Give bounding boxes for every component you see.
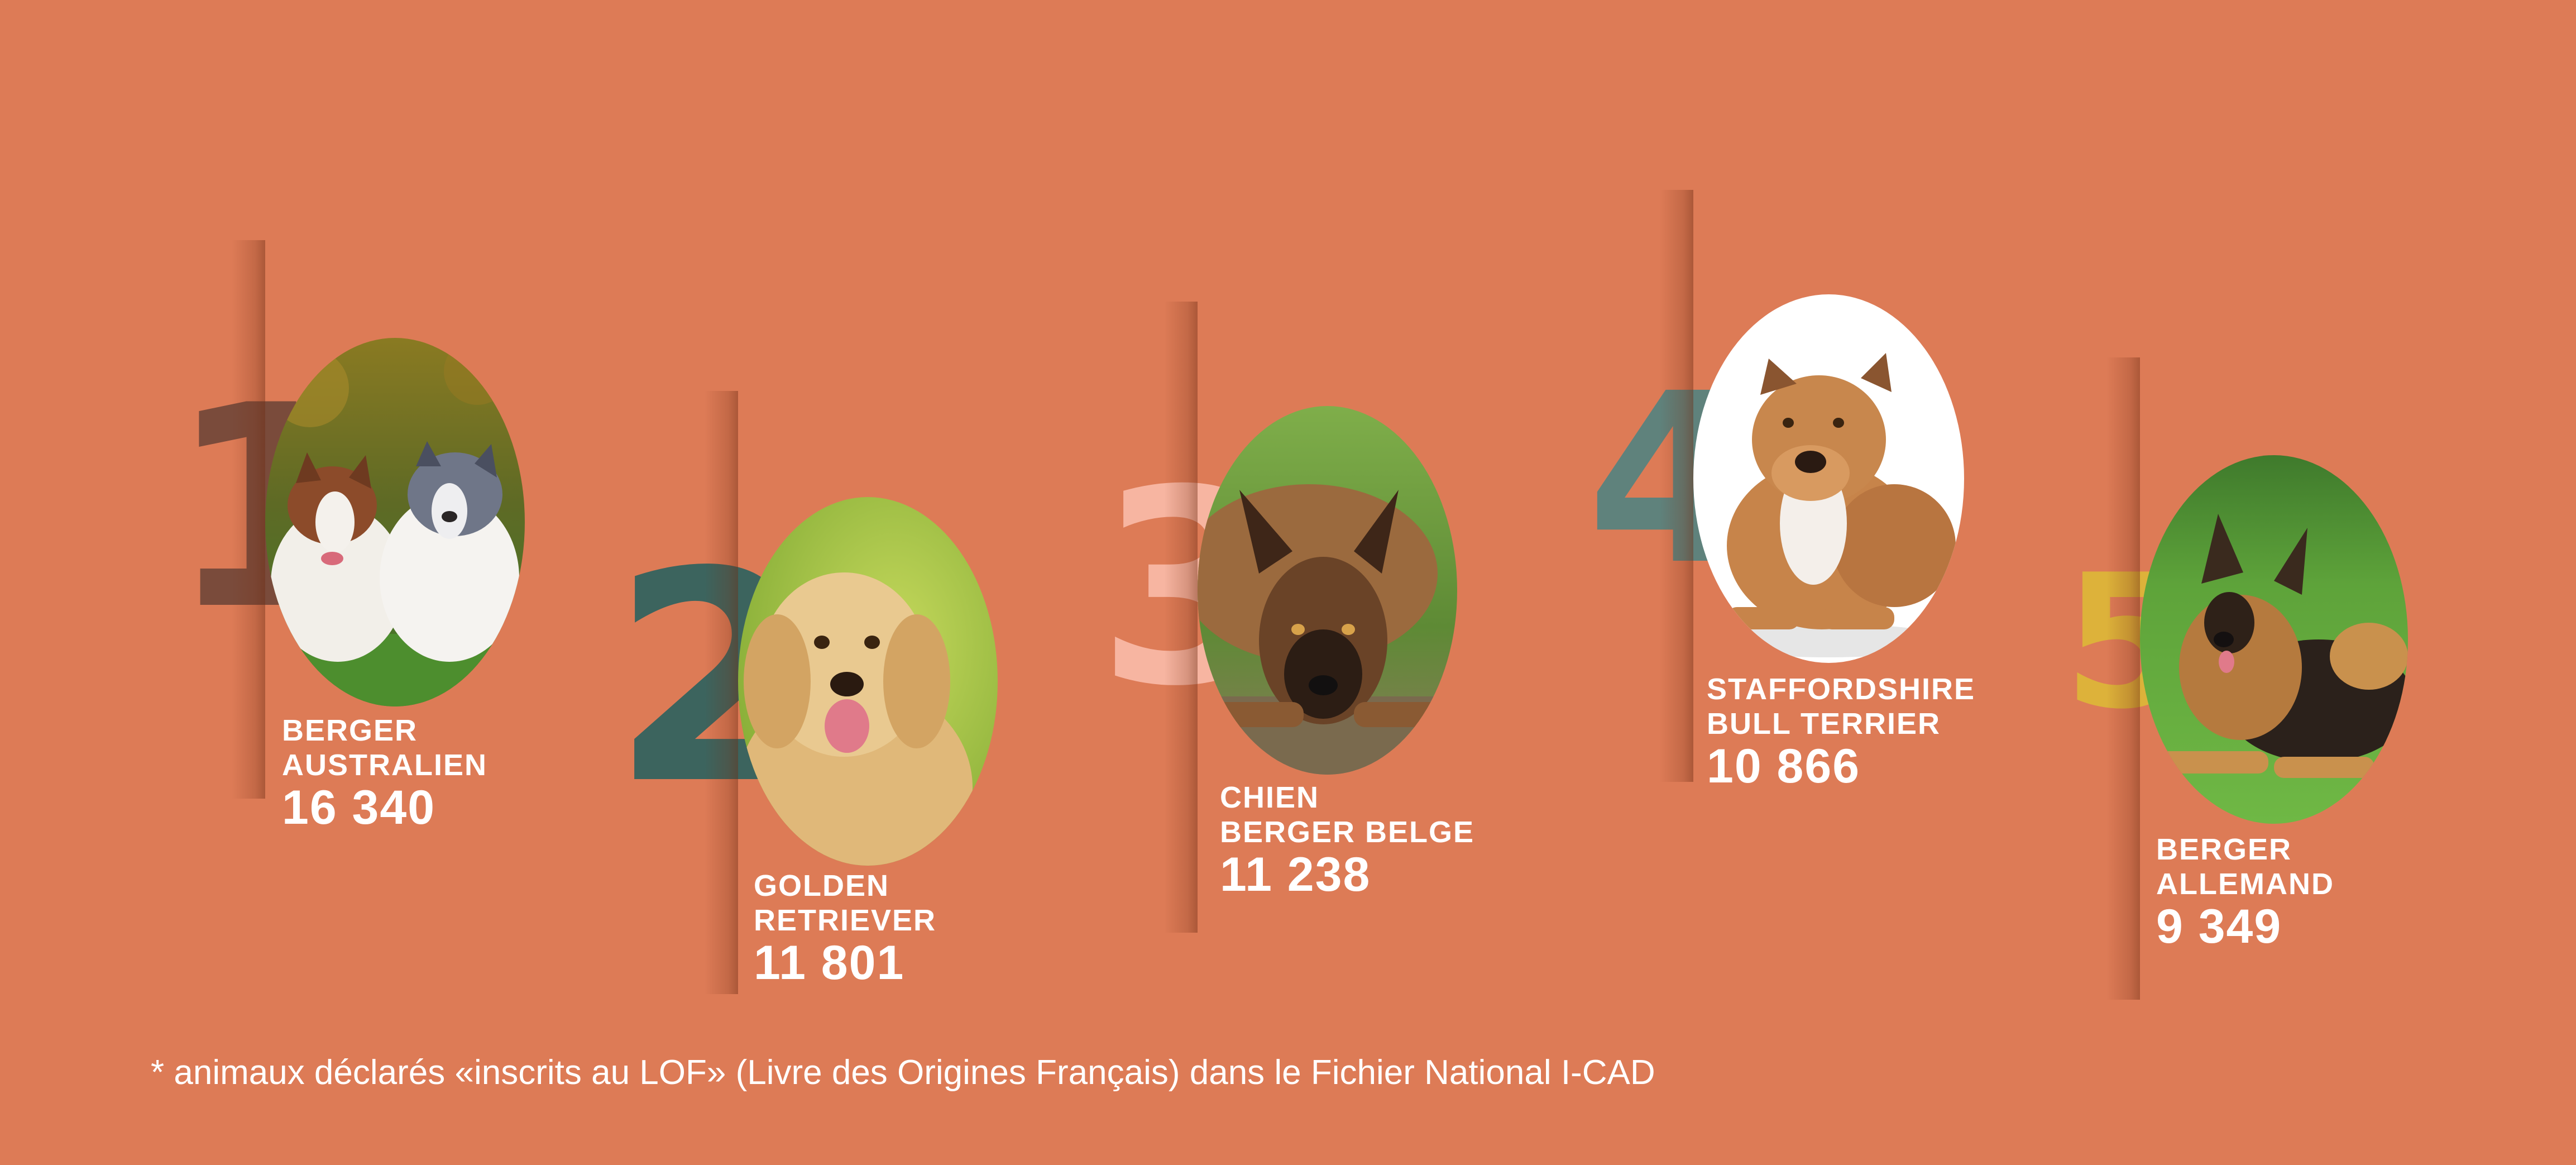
breed-label: CHIEN BERGER BELGE 11 238 bbox=[1220, 780, 1474, 900]
breed-name-line2: ALLEMAND bbox=[2156, 867, 2334, 901]
registration-count: 16 340 bbox=[282, 781, 436, 834]
breed-name-line2: RETRIEVER bbox=[754, 904, 937, 937]
breed-label: BERGER AUSTRALIEN 16 340 bbox=[282, 713, 487, 833]
breed-label: STAFFORDSHIRE BULL TERRIER 10 866 bbox=[1707, 672, 1975, 791]
breed-name-line1: STAFFORDSHIRE bbox=[1707, 672, 1975, 706]
breed-name-line1: CHIEN bbox=[1220, 781, 1320, 814]
breed-label: BERGER ALLEMAND 9 349 bbox=[2156, 832, 2334, 952]
australian-shepherd-photo bbox=[265, 338, 525, 706]
breed-name-line2: AUSTRALIEN bbox=[282, 748, 487, 782]
breed-name-line1: BERGER bbox=[2156, 833, 2292, 866]
registration-count: 11 801 bbox=[754, 936, 905, 990]
footnote: * animaux déclarés «inscrits au LOF» (Li… bbox=[151, 1053, 1655, 1092]
breed-name-line2: BERGER BELGE bbox=[1220, 815, 1475, 849]
belgian-malinois-photo bbox=[1198, 406, 1457, 775]
breed-name-line1: BERGER bbox=[282, 714, 418, 747]
panel-shadow bbox=[1164, 302, 1198, 933]
breed-name-line2: BULL TERRIER bbox=[1707, 707, 1941, 741]
panel-shadow bbox=[705, 391, 738, 994]
golden-retriever-photo bbox=[738, 497, 998, 866]
panel-shadow bbox=[2106, 357, 2140, 1000]
staffordshire-bull-terrier-photo bbox=[1693, 294, 1964, 663]
breed-label: GOLDEN RETRIEVER 11 801 bbox=[754, 868, 936, 988]
registration-count: 9 349 bbox=[2156, 900, 2282, 953]
panel-shadow bbox=[1660, 190, 1693, 782]
registration-count: 10 866 bbox=[1707, 739, 1861, 793]
breed-name-line1: GOLDEN bbox=[754, 869, 890, 903]
panel-shadow bbox=[232, 240, 265, 799]
registration-count: 11 238 bbox=[1220, 848, 1371, 901]
german-shepherd-photo bbox=[2140, 455, 2408, 824]
